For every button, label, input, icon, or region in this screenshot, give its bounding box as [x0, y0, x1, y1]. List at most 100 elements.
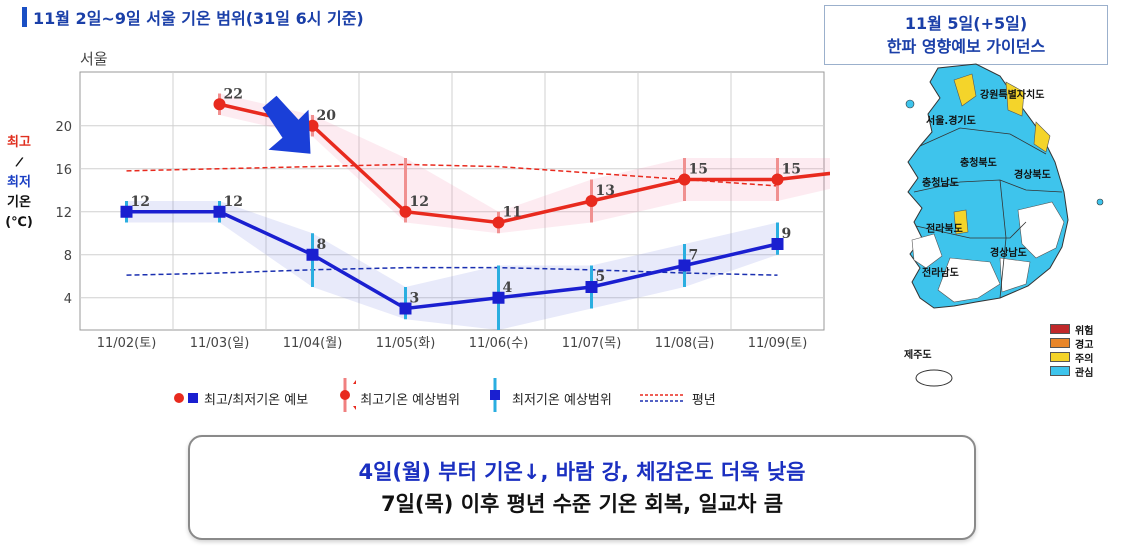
summary-line-2: 7일(목) 이후 평년 수준 기온 회복, 일교차 큼 [380, 491, 784, 516]
map-region-label: 서울.경기도 [926, 114, 976, 127]
최저기온-range-band [126, 201, 778, 330]
summary-line-1: 4일(월) 부터 기온↓, 바람 강, 체감온도 더욱 낮음 [358, 459, 806, 484]
map-legend-swatch [1050, 338, 1070, 348]
y-axis-label: 최고 / 최저 기온 (℃) [2, 133, 36, 233]
map-legend-swatch [1050, 324, 1070, 334]
최고기온-point [306, 119, 319, 132]
y-axis-min-label: 최저 [7, 175, 31, 190]
y-axis-temp-label: 기온 [7, 195, 31, 210]
data-label: 20 [317, 108, 337, 124]
legend-max-range-icon [340, 378, 357, 412]
map-region-label: 전라남도 [922, 266, 959, 279]
최고기온-point [678, 173, 691, 186]
map-legend-label: 주의 [1075, 353, 1094, 365]
legend-normal-icon [639, 394, 684, 402]
y-tick-label: 20 [55, 120, 72, 135]
legend-normal: 평년 [638, 389, 716, 408]
최고기온-point [771, 173, 784, 186]
map-region-label: 충청남도 [922, 176, 959, 189]
y-tick-label: 8 [64, 249, 72, 264]
city-label: 서울 [80, 50, 108, 68]
data-label: 12 [131, 194, 150, 210]
map-region-label: 강원특별자치도 [980, 88, 1044, 101]
legend-normal-label: 평년 [691, 392, 716, 408]
legend-max-range: 최고기온 예상범위 [334, 378, 460, 414]
chart-title-bar: 11월 2일~9일 서울 기온 범위(31일 6시 기준) [22, 6, 364, 28]
최저기온-point [120, 205, 133, 218]
최저기온-point [213, 205, 226, 218]
최저기온-line [126, 210, 778, 311]
map-region-label: 경상북도 [1014, 168, 1051, 181]
data-label: 7 [689, 248, 699, 264]
data-label: 3 [410, 291, 420, 307]
최저기온-point [399, 302, 412, 315]
최저기온-point [585, 281, 598, 293]
page-title: 11월 2일~9일 서울 기온 범위(31일 6시 기준) [33, 9, 364, 28]
data-label: 12 [224, 194, 243, 210]
legend-min-range-icon [490, 378, 501, 412]
data-label: 9 [782, 226, 792, 242]
최고기온-range-band [219, 93, 830, 234]
최저기온-point [492, 291, 505, 304]
최고기온-point [585, 195, 598, 207]
map-legend-label: 경고 [1075, 339, 1094, 351]
x-tick-label: 11/02(토) [97, 336, 157, 351]
최저기온-point [306, 248, 319, 261]
legend-forecast-icon [174, 393, 198, 403]
y-axis-unit: (℃) [5, 215, 33, 230]
guidance-date: 11월 5일(+5일) [904, 14, 1028, 33]
korea-map-graphic: 강원특별자치도 서울.경기도 충청북도 충청남도 경상북도 전라북도 경상남도 … [904, 63, 1104, 387]
data-label: 12 [410, 194, 429, 210]
normal-min-line [126, 266, 778, 276]
highlight-arrow-icon [262, 95, 311, 154]
x-tick-label: 11/04(월) [283, 336, 343, 351]
y-axis-max-label: 최고 [7, 135, 31, 150]
map-region-label: 충청북도 [960, 156, 997, 169]
map-legend-row: 경고 [1050, 336, 1094, 351]
x-tick-label: 11/08(금) [655, 336, 715, 351]
data-label: 22 [224, 86, 243, 102]
data-label: 13 [596, 183, 615, 199]
temperature-chart: 4 8 12 16 20 11/02(토) 11/03(일) 11/04(월) 11/05(화)… [55, 71, 830, 351]
map-legend-label: 위험 [1075, 325, 1094, 337]
legend-min-range-label: 최저기온 예상범위 [512, 392, 612, 408]
summary-box: 4일(월) 부터 기온↓, 바람 강, 체감온도 더욱 낮음 7일(목) 이후 … [188, 435, 976, 540]
y-tick-label: 16 [55, 163, 72, 178]
normal-max-line [126, 163, 778, 187]
legend-min-range: 최저기온 예상범위 [486, 378, 612, 414]
map-legend-swatch [1050, 352, 1070, 362]
map-region-label: 전라북도 [926, 222, 963, 235]
data-label: 11 [503, 205, 522, 221]
최저기온-point [678, 259, 691, 272]
y-tick-label: 12 [55, 206, 72, 221]
map-legend-label: 관심 [1075, 367, 1094, 379]
x-tick-label: 11/07(목) [562, 336, 622, 351]
data-label: 8 [317, 237, 327, 253]
data-label: 5 [596, 269, 606, 285]
x-tick-label: 11/03(일) [190, 336, 250, 351]
y-tick-label: 4 [64, 292, 72, 307]
guidance-box: 11월 5일(+5일) 한파 영향예보 가이던스 [824, 5, 1108, 65]
map-region-label: 제주도 [904, 348, 932, 361]
korea-map: 강원특별자치도 서울.경기도 충청북도 충청남도 경상북도 전라북도 경상남도 … [850, 62, 1110, 402]
legend-forecast: 최고/최저기온 예보 [172, 389, 308, 408]
최저기온-point [771, 238, 784, 250]
x-tick-label: 11/09(토) [748, 336, 808, 351]
title-accent-bar [22, 7, 27, 27]
map-region-label: 경상남도 [990, 246, 1027, 259]
map-legend-row: 관심 [1050, 364, 1094, 379]
legend-forecast-label: 최고/최저기온 예보 [204, 392, 309, 408]
map-legend-swatch [1050, 366, 1070, 376]
x-tick-label: 11/06(수) [469, 336, 529, 351]
chart-legend: 최고/최저기온 예보 최고기온 예상범위 최저기온 예상범위 평년 [172, 378, 742, 414]
최고기온-point [213, 98, 226, 111]
map-legend-row: 주의 [1050, 350, 1094, 365]
guidance-title: 한파 영향예보 가이던스 [886, 37, 1046, 56]
data-label: 15 [689, 162, 708, 178]
map-legend: 위험 경고 주의 관심 [1050, 322, 1094, 379]
map-legend-row: 위험 [1050, 322, 1094, 337]
최고기온-point [399, 205, 412, 218]
최고기온-point [492, 216, 505, 229]
최고기온-line [219, 102, 830, 225]
x-tick-label: 11/05(화) [376, 336, 436, 351]
